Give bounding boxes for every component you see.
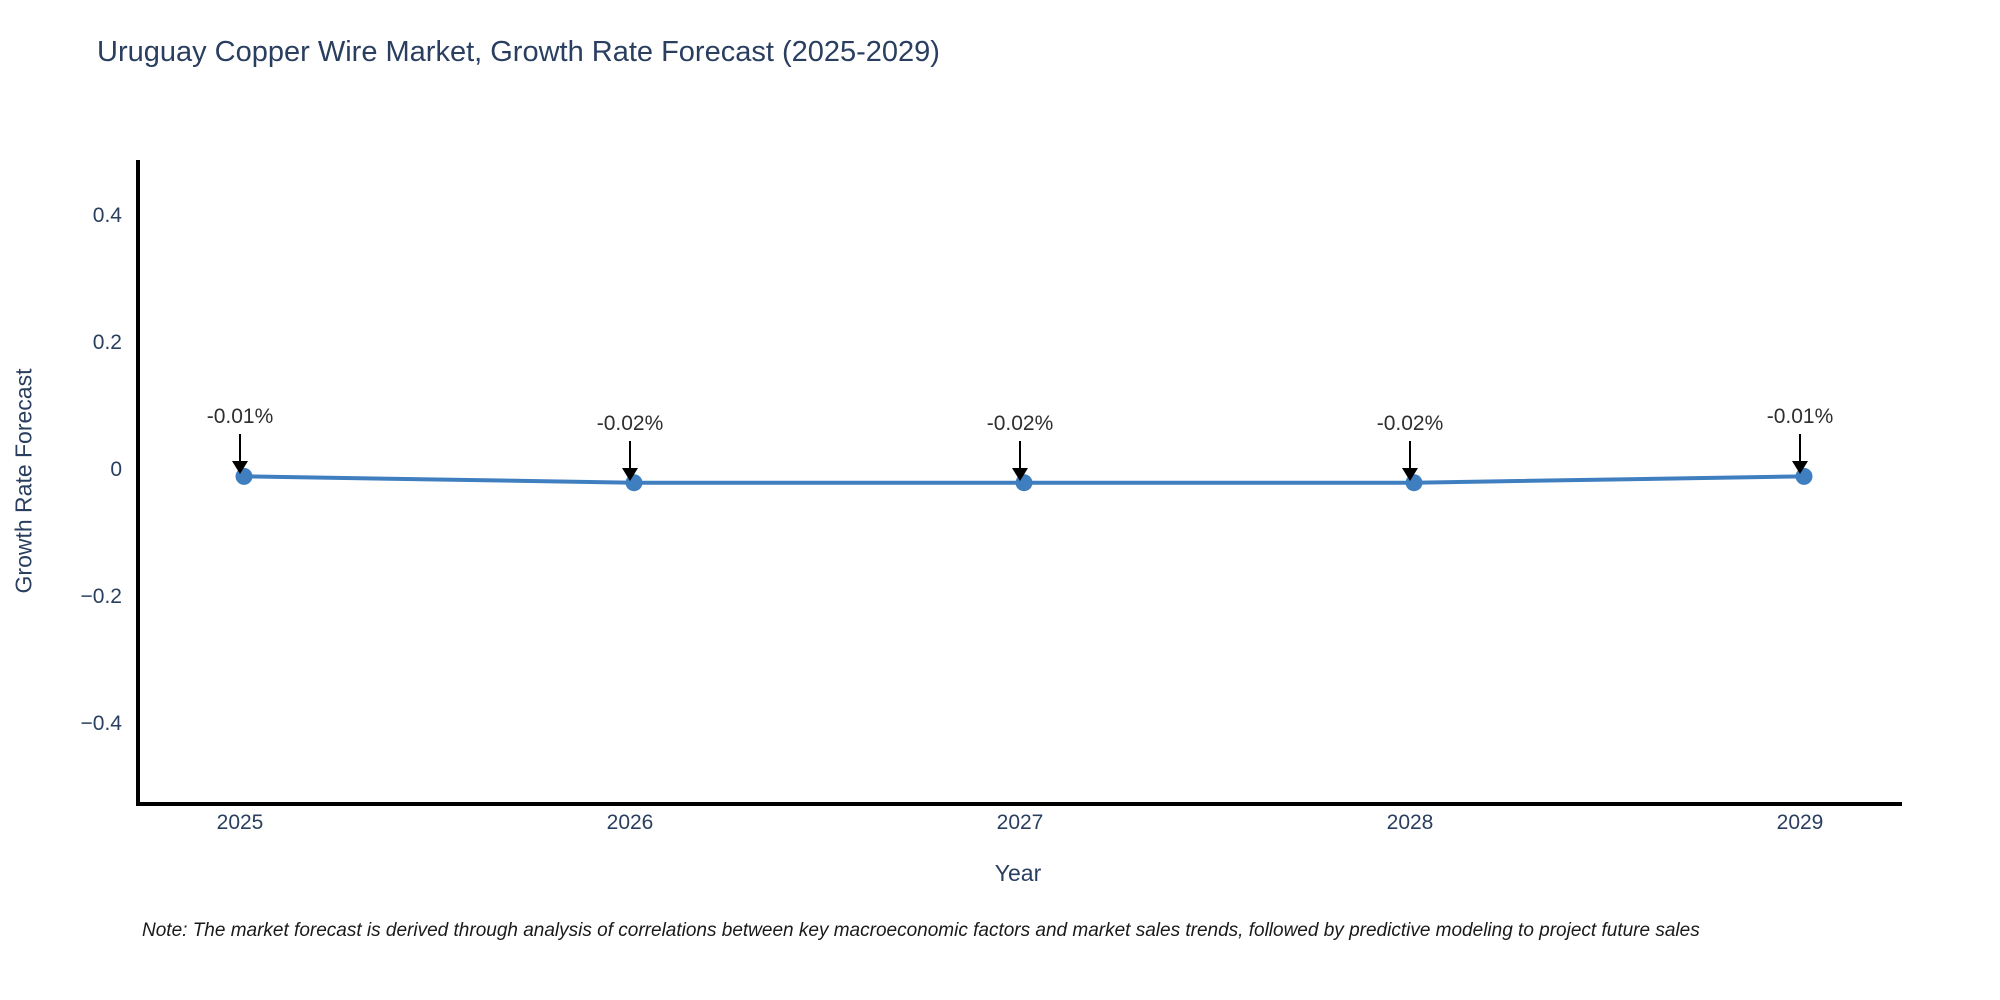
x-tick-label: 2026: [606, 811, 654, 834]
y-tick-label: 0.4: [92, 204, 122, 227]
x-tick-label: 2028: [1386, 811, 1434, 834]
x-tick-label: 2029: [1776, 811, 1824, 834]
annotation-arrow-shaft: [1018, 440, 1022, 469]
plot-area: [136, 160, 1902, 806]
y-tick-label: −0.4: [80, 712, 122, 735]
line-series-canvas: [235, 467, 1813, 492]
annotation-arrow-shaft: [1408, 440, 1412, 469]
x-tick-label: 2025: [216, 811, 264, 834]
y-tick-label: 0: [110, 458, 122, 481]
y-tick-label: 0.2: [92, 331, 122, 354]
y-tick-label: −0.2: [80, 585, 122, 608]
annotation-arrowhead-icon: [1402, 467, 1418, 481]
annotation-arrowhead-icon: [622, 467, 638, 481]
annotation-arrow-shaft: [1798, 434, 1802, 463]
annotation-arrow-shaft: [628, 440, 632, 469]
annotation-arrowhead-icon: [1792, 461, 1808, 475]
annotation-label: -0.02%: [1376, 411, 1444, 435]
annotation-arrowhead-icon: [232, 461, 248, 475]
annotation-arrow-shaft: [238, 434, 242, 463]
x-tick-label: 2027: [996, 811, 1044, 834]
annotation-label: -0.02%: [986, 411, 1054, 435]
chart-footnote: Note: The market forecast is derived thr…: [142, 920, 1700, 941]
x-axis-title: Year: [994, 860, 1042, 886]
annotation-arrowhead-icon: [1012, 467, 1028, 481]
annotation-label: -0.01%: [206, 405, 274, 429]
annotation-label: -0.01%: [1766, 405, 1834, 429]
annotation-label: -0.02%: [596, 411, 664, 435]
chart-title: Uruguay Copper Wire Market, Growth Rate …: [97, 36, 940, 68]
